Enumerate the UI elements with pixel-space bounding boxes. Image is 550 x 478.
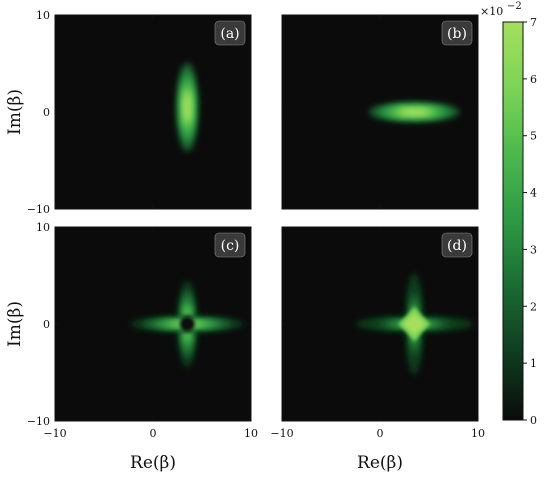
- y-axis-title: Im(β): [5, 89, 25, 135]
- colorbar-tick-label: 2: [530, 300, 537, 313]
- colorbar: [502, 21, 524, 421]
- y-tick-label: −10: [27, 203, 50, 216]
- density-hole: [179, 316, 195, 332]
- panel-label: (d): [447, 238, 467, 254]
- colorbar-tick-label: 3: [530, 243, 537, 256]
- x-tick-label: 10: [471, 427, 485, 440]
- x-tick-label: −10: [43, 427, 66, 440]
- colorbar-tick-label: 4: [530, 187, 537, 200]
- x-tick-label: 0: [150, 427, 157, 440]
- y-tick-label: 0: [43, 106, 50, 119]
- y-tick-label: 0: [43, 318, 50, 331]
- x-axis-title: Re(β): [357, 453, 403, 473]
- y-tick-label: 10: [36, 221, 50, 234]
- panel-b: (b): [281, 14, 479, 210]
- colorbar-multiplier: ×10: [480, 5, 503, 18]
- x-axis-title: Re(β): [130, 453, 176, 473]
- x-tick-label: 0: [377, 427, 384, 440]
- x-tick-label: 10: [244, 427, 258, 440]
- panel-label-box: [214, 20, 246, 46]
- colorbar-exponent: −2: [507, 1, 522, 12]
- colorbar-tick-label: 7: [530, 16, 537, 29]
- y-tick-label: −10: [27, 415, 50, 428]
- colorbar-tick-label: 6: [530, 73, 537, 86]
- colorbar-tick-label: 0: [530, 414, 537, 427]
- y-tick-label: 10: [36, 9, 50, 22]
- panel-d: (d): [281, 226, 479, 422]
- colorbar-tick-label: 5: [530, 130, 537, 143]
- panel-label-box: [441, 232, 473, 258]
- panel-label: (a): [220, 26, 239, 42]
- panel-label-box: [214, 232, 246, 258]
- colorbar-tick-label: 1: [530, 357, 537, 370]
- panel-label-box: [441, 20, 473, 46]
- panel-a: (a): [54, 14, 252, 210]
- panel-c: (c): [54, 226, 252, 422]
- density-blob-level-4: [400, 109, 428, 115]
- panel-label: (b): [447, 26, 467, 42]
- density-blob-level-4: [184, 93, 191, 121]
- panel-background: [55, 15, 251, 209]
- panel-label: (c): [221, 238, 240, 254]
- y-axis-title: Im(β): [5, 301, 25, 347]
- x-tick-label: −10: [270, 427, 293, 440]
